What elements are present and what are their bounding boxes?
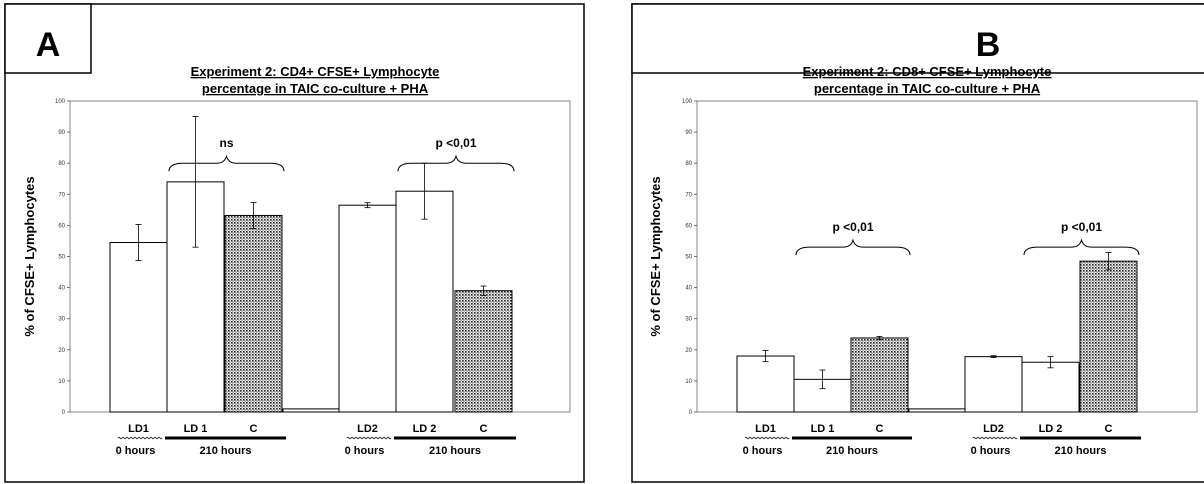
chart-title-line: Experiment 2: CD4+ CFSE+ Lymphocyte [191, 64, 440, 79]
y-tick-label: 50 [685, 255, 692, 261]
significance-label: ns [219, 136, 233, 150]
bar [395, 190, 454, 413]
significance-label: p <0,01 [435, 136, 476, 150]
y-tick-label: 10 [58, 379, 65, 385]
y-tick-label: 20 [58, 348, 65, 354]
x-tick-label: C [250, 423, 258, 435]
significance-brace [795, 238, 911, 256]
bar [850, 337, 909, 413]
y-tick-label: 40 [58, 286, 65, 292]
bar [736, 355, 795, 413]
y-tick-label: 60 [58, 223, 65, 229]
chart-title-line: Experiment 2: CD8+ CFSE+ Lymphocyte [803, 64, 1052, 79]
bar [224, 214, 283, 413]
y-tick-label: 10 [685, 379, 692, 385]
bar [1021, 361, 1080, 413]
y-tick-label: 30 [685, 317, 692, 323]
y-tick-label: 20 [685, 348, 692, 354]
chart-title-line: percentage in TAIC co-culture + PHA [202, 81, 429, 96]
significance-label: p <0,01 [832, 220, 873, 234]
group-label: 0 hours [116, 445, 156, 457]
x-tick-label: LD 1 [184, 423, 208, 435]
group-label: 210 hours [1055, 445, 1107, 457]
x-tick-label: LD2 [357, 423, 378, 435]
y-tick-label: 0 [62, 410, 66, 416]
significance-brace [168, 154, 285, 172]
x-tick-label: C [1105, 423, 1113, 435]
group-label: 210 hours [429, 445, 481, 457]
chart-title-line: percentage in TAIC co-culture + PHA [814, 81, 1041, 96]
bar [964, 356, 1023, 413]
y-tick-label: 80 [58, 161, 65, 167]
y-tick-label: 90 [58, 130, 65, 136]
y-axis-label: % of CFSE+ Lymphocytes [22, 176, 37, 336]
y-tick-label: 60 [685, 223, 692, 229]
y-tick-label: 100 [55, 99, 66, 105]
group-label: 0 hours [971, 445, 1011, 457]
bar [338, 204, 397, 413]
significance-label: p <0,01 [1061, 220, 1102, 234]
y-tick-label: 90 [685, 130, 692, 136]
y-tick-label: 100 [682, 99, 693, 105]
y-tick-label: 40 [685, 286, 692, 292]
y-axis-label: % of CFSE+ Lymphocytes [648, 176, 663, 336]
x-tick-label: LD1 [755, 423, 776, 435]
x-tick-label: LD 2 [413, 423, 437, 435]
group-label: 0 hours [743, 445, 783, 457]
x-tick-label: LD1 [128, 423, 149, 435]
bar [1079, 260, 1138, 413]
group-underline-wavy [117, 436, 163, 440]
x-tick-label: LD 2 [1039, 423, 1063, 435]
x-tick-label: C [480, 423, 488, 435]
bar [166, 181, 225, 413]
panel-label: A [36, 26, 61, 64]
panel-letter-box [4, 3, 92, 74]
bar [454, 290, 513, 413]
bar [109, 242, 168, 413]
y-tick-label: 80 [685, 161, 692, 167]
group-label: 0 hours [345, 445, 385, 457]
x-tick-label: LD2 [983, 423, 1004, 435]
group-underline-wavy [346, 436, 392, 440]
group-underline-wavy [972, 436, 1018, 440]
x-tick-label: C [876, 423, 884, 435]
y-tick-label: 70 [58, 192, 65, 198]
group-label: 210 hours [200, 445, 252, 457]
group-label: 210 hours [826, 445, 878, 457]
panel-frame [4, 3, 585, 483]
y-tick-label: 30 [58, 317, 65, 323]
bar [908, 408, 967, 413]
panel-a: A Experiment 2: CD4+ CFSE+ Lymphocyte perc… [4, 3, 585, 483]
bar [282, 408, 341, 413]
x-tick-label: LD 1 [811, 423, 835, 435]
y-tick-label: 70 [685, 192, 692, 198]
group-underline-wavy [744, 436, 790, 440]
panel-letter-box [631, 3, 1204, 74]
y-tick-label: 0 [689, 410, 693, 416]
significance-brace [397, 154, 515, 172]
significance-brace [1023, 238, 1140, 256]
panel-label: B [976, 26, 1001, 64]
y-tick-label: 50 [58, 255, 65, 261]
